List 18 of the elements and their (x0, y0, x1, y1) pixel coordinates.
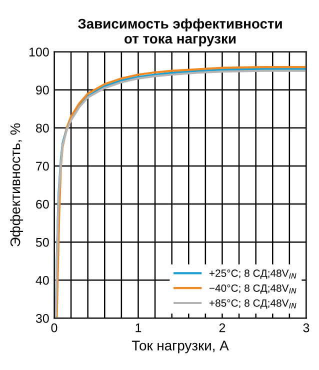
x-tick-label: 3 (303, 323, 310, 332)
y-axis-title: Эффективность, % (10, 123, 23, 246)
y-tick-label: 40 (36, 276, 49, 285)
x-axis-title: Ток нагрузки, А (132, 340, 229, 354)
y-tick-label: 30 (36, 314, 49, 323)
legend-label: +25°C; 8 СД;48V$_{IN}$ (209, 270, 296, 279)
x-tick-label: 0 (51, 323, 58, 332)
y-tick-label: 80 (36, 124, 49, 133)
y-tick-label: 100 (29, 48, 49, 56)
legend-label: −40°C; 8 СД;48V$_{IN}$ (209, 284, 296, 294)
chart-title: Зависимость эффективности от тока нагрузки (78, 18, 282, 46)
legend-label: +85°C; 8 СД;48V$_{IN}$ (209, 299, 296, 309)
x-tick-label: 1 (136, 324, 142, 332)
y-tick-label: 50 (36, 238, 49, 247)
x-tick-label: 2 (219, 323, 226, 332)
y-tick-label: 60 (36, 200, 49, 209)
y-tick-label: 70 (36, 162, 49, 171)
y-tick-label: 90 (36, 86, 49, 95)
